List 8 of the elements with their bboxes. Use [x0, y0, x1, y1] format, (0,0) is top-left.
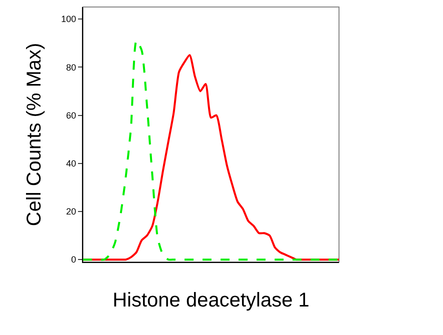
- y-tick-label: 100: [61, 14, 76, 24]
- y-tick-label: 20: [66, 206, 76, 217]
- y-axis-title: Cell Counts (% Max): [24, 42, 46, 226]
- x-axis-title: Histone deacetylase 1: [112, 290, 310, 312]
- y-tick-label: 60: [66, 110, 76, 120]
- y-tick-label: 40: [66, 158, 76, 169]
- y-tick-label: 80: [66, 62, 76, 72]
- y-tick-label: 0: [71, 254, 76, 265]
